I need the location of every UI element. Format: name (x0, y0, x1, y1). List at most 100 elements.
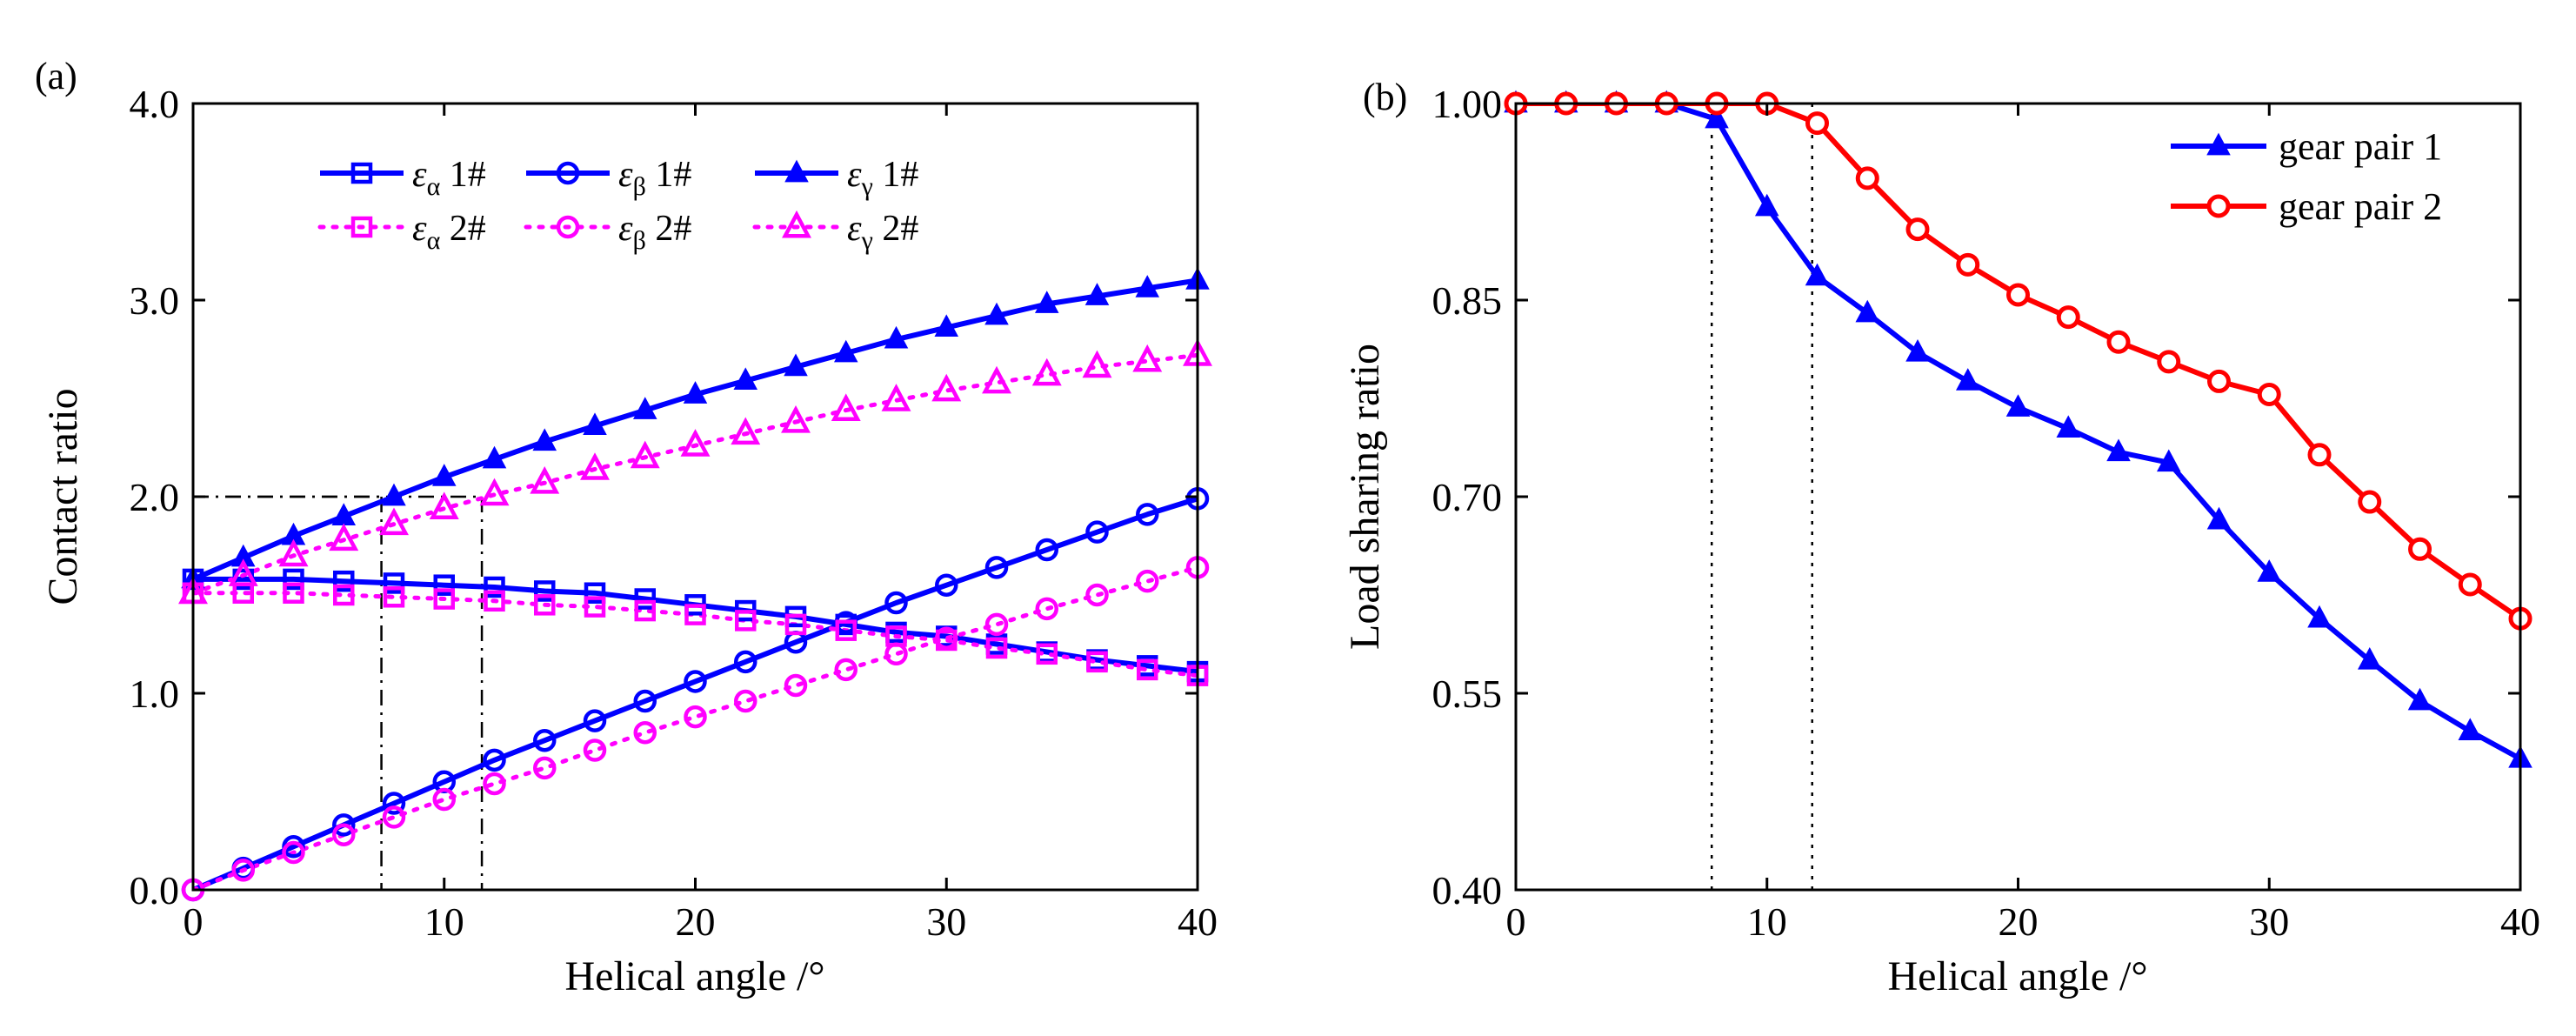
data-point (1085, 520, 1109, 544)
data-point (530, 466, 560, 494)
data-point (479, 478, 510, 506)
legend-marker (782, 210, 811, 238)
data-point (2407, 687, 2433, 711)
series-lines (193, 277, 1198, 890)
data-point (684, 604, 706, 625)
data-point (985, 637, 1008, 659)
legend-marker (350, 162, 373, 184)
data-point (934, 314, 959, 337)
y-tick-label: 0.40 (1432, 868, 1503, 912)
legend-label: εγ 1# (847, 155, 918, 201)
y-tick-label: 4.0 (130, 82, 180, 126)
data-point (1136, 503, 1159, 526)
legend-marker (556, 215, 580, 239)
data-point (982, 365, 1011, 394)
data-point (984, 556, 1009, 579)
data-point (1905, 338, 1930, 362)
data-point (2458, 718, 2483, 741)
y-tick-label: 0.85 (1432, 278, 1503, 323)
data-point (784, 613, 807, 636)
data-point (333, 584, 355, 606)
legend-label: εα 2# (412, 209, 486, 255)
data-point (1137, 658, 1158, 681)
data-point (1082, 350, 1112, 378)
series-markers (178, 267, 1212, 902)
y-tick-labels: 0.0 1.0 2.0 3.0 4.0 (130, 82, 180, 912)
data-point (984, 612, 1009, 637)
legend-label: gear pair 2 (2279, 185, 2442, 228)
data-point (834, 658, 858, 682)
data-point (329, 523, 359, 551)
data-point (1136, 569, 1159, 593)
data-point (2005, 394, 2031, 417)
data-point (684, 705, 707, 729)
panel-label-b: (b) (1363, 76, 1407, 118)
data-point (2206, 506, 2232, 530)
x-tick-labels: 0 10 20 30 40 (1506, 899, 2541, 944)
legend-label: εβ 2# (618, 209, 691, 255)
data-point (2106, 330, 2131, 354)
data-point (584, 596, 606, 618)
data-point (733, 367, 758, 391)
data-point (2358, 490, 2382, 514)
legend-suffix: 1# (873, 155, 919, 195)
legend-marker (784, 159, 809, 183)
data-point (833, 339, 858, 363)
data-point (483, 748, 506, 772)
data-point (1034, 291, 1059, 313)
data-point (1754, 193, 1779, 217)
data-point (1855, 166, 1879, 190)
data-point (1955, 368, 1980, 391)
data-point (483, 772, 506, 796)
data-point (433, 588, 455, 610)
data-point (1036, 643, 1058, 665)
data-point (2207, 369, 2231, 393)
x-axis-label: Helical angle /° (1887, 953, 2147, 999)
series-markers (1504, 90, 2533, 768)
data-point (1855, 299, 1880, 323)
legend-marker (350, 216, 373, 238)
data-point (634, 599, 656, 622)
data-point (332, 823, 356, 846)
legend-marker (2206, 194, 2231, 218)
data-point (282, 840, 305, 865)
legend-symbol: ε (618, 209, 633, 249)
y-tick-labels: 0.40 0.55 0.70 0.85 1.00 (1432, 82, 1503, 912)
data-point (935, 573, 958, 597)
data-point (231, 859, 255, 882)
data-point (2106, 438, 2131, 462)
legend-suffix: 1# (646, 155, 692, 195)
data-point (684, 670, 707, 693)
x-tick-label: 20 (1999, 899, 2039, 944)
data-point (734, 650, 757, 674)
series-line-2 (193, 565, 1198, 890)
data-point (2157, 350, 2181, 374)
data-point (1031, 358, 1062, 386)
legend-label: εγ 2# (847, 209, 918, 255)
panel-label-a: (a) (35, 55, 77, 97)
data-point (583, 739, 607, 762)
data-point (630, 440, 660, 469)
legend-symbol: ε (618, 155, 633, 195)
series-line-gear-pair-2 (1516, 104, 2520, 621)
data-point (2307, 605, 2332, 628)
legend-subscript: γ (861, 226, 873, 255)
data-point (881, 384, 911, 411)
data-point (781, 404, 811, 433)
data-point (431, 464, 457, 486)
data-point (634, 588, 656, 610)
data-point (633, 689, 657, 713)
legend-suffix: 2# (646, 209, 692, 249)
data-point (931, 373, 962, 402)
data-point (429, 491, 459, 520)
data-point (228, 558, 258, 586)
x-tick-label: 10 (424, 899, 464, 944)
data-point (1086, 651, 1108, 673)
data-point (734, 689, 757, 713)
x-axis-label: Helical angle /° (564, 953, 824, 999)
data-point (884, 325, 909, 349)
data-point (532, 428, 557, 451)
data-point (283, 582, 304, 604)
data-point (2307, 443, 2332, 467)
